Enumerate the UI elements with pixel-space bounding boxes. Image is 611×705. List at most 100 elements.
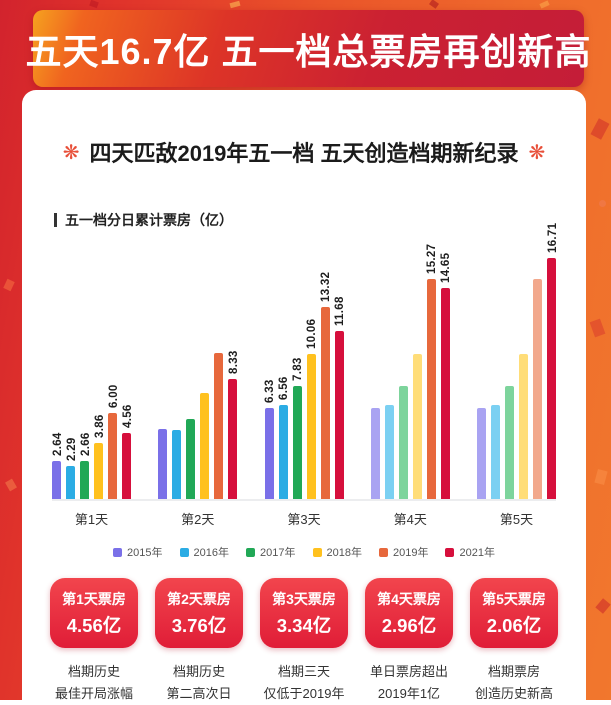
badge-description: 档期票房 创造历史新高 [475,661,553,705]
bar-2018年-day1: 3.86 [94,415,106,499]
badge-value: 3.34亿 [276,614,332,636]
bar-2017年-day3: 7.83 [292,358,304,499]
confetti-decoration [590,118,610,140]
badge-description-line: 最佳开局涨幅 [54,686,133,702]
stat-badge-day2: 第2天票房 3.76亿 [155,578,243,648]
confetti-decoration [5,478,17,492]
bar-value-label: 4.56 [121,404,134,429]
badge-description: 档期三天 仅低于2019年 [264,661,345,705]
stat-badge-day3: 第3天票房 3.34亿 [260,578,348,648]
category-label-day5: 第5天 [499,512,534,527]
bar-2018年-day2 [200,393,210,499]
legend-item-2019年: 2019年 [378,544,429,560]
bar-value-label: 6.33 [264,379,276,403]
legend-swatch-icon [312,547,322,557]
stat-column-day4: 第4天票房 2.96亿单日票房超出 2019年1亿 [359,578,459,705]
legend-swatch-icon [246,547,256,557]
bar-group-day2: 8.33 [158,350,240,499]
confetti-decoration [589,318,606,338]
bar-value-label: 13.32 [320,271,332,303]
bar-2017年-day1: 2.66 [80,432,92,499]
confetti-decoration [429,0,439,9]
badge-title: 第3天票房 [272,590,336,607]
bar-2015年-day1: 2.64 [52,432,64,499]
bar-value-label: 3.86 [93,414,106,439]
bar-value-label: 2.66 [79,432,92,456]
bar-2017年-day4 [398,386,408,499]
badge-description: 单日票房超出 2019年1亿 [370,661,448,705]
bar-2019年-day3: 13.32 [320,272,332,499]
stat-badge-day1: 第1天票房 4.56亿 [50,578,138,648]
bar-value-label: 14.65 [440,252,453,283]
badge-title: 第2天票房 [167,590,231,607]
bar-2019年-day2 [214,352,224,499]
bar-2018年-day5 [519,354,528,499]
stat-column-day1: 第1天票房 4.56亿档期历史最佳开局涨幅 [44,578,144,705]
bar-2017年-day2 [186,419,196,499]
chart-title-bar [54,213,57,227]
bar-value-label: 8.33 [227,350,240,374]
bar-2016年-day3: 6.56 [278,376,290,499]
content-card: ❋ 四天匹敌2019年五一档 五天创造档期新纪录 ❋ 五一档分日累计票房（亿） … [22,90,586,701]
badge-description: 档期历史最佳开局涨幅 [55,661,133,705]
badge-description-line: 仅低于2019年 [263,686,345,702]
headline-text: 五天16.7亿 五一档总票房再创新高 [25,30,592,72]
bar-value-label: 2.64 [51,432,64,456]
bar-2015年-day4 [370,407,380,499]
badge-description-line: 2019年1亿 [377,686,441,702]
legend-label: 2015年 [127,547,163,559]
headline-banner: 五天16.7亿 五一档总票房再创新高 [25,10,591,87]
bar-2021年-day5: 16.71 [547,223,559,499]
stat-column-day5: 第5天票房 2.06亿 档期票房 创造历史新高 [464,578,564,705]
bar-value-label: 6.56 [278,375,290,400]
bar-2018年-day4 [412,354,422,499]
bar-2019年-day5 [533,279,542,499]
bar-2019年-day1: 6.00 [108,384,120,499]
bar-2016年-day2 [172,429,182,499]
bar-value-label: 15.27 [426,243,439,275]
confetti-decoration [3,278,15,292]
legend-item-2017年: 2017年 [246,544,296,560]
bar-2016年-day5 [491,404,500,499]
badge-description-line: 单日票房超出 [369,664,448,679]
chart-title: 五一档分日累计票房（亿） [54,210,586,230]
bar-2021年-day1: 4.56 [122,405,134,499]
category-label-day2: 第2天 [181,512,215,527]
badge-value: 2.96亿 [381,614,437,636]
flower-asterisk-icon: ❋ [62,141,80,164]
confetti-decoration [89,0,99,9]
bar-group-day1: 2.64 2.29 2.66 3.86 6.00 4.56 [52,384,134,499]
chart-title-text: 五一档分日累计票房（亿） [65,212,233,228]
bar-2015年-day5 [477,407,486,499]
confetti-decoration [599,200,606,207]
bar-2017年-day5 [505,386,514,499]
bar-2021年-day2: 8.33 [228,350,240,499]
legend-label: 2021年 [459,547,495,559]
card-title: ❋ 四天匹敌2019年五一档 五天创造档期新纪录 ❋ [22,136,586,168]
badge-title: 第4天票房 [377,590,441,607]
legend-label: 2019年 [392,547,429,559]
category-label-day4: 第4天 [393,512,427,527]
category-label-day1: 第1天 [74,512,109,527]
badge-title: 第1天票房 [62,590,126,607]
legend-item-2016年: 2016年 [179,544,229,560]
bar-group-day4: 15.27 14.65 [370,244,452,499]
bar-2015年-day2 [158,428,168,499]
badge-description-line: 档期历史 [172,664,225,679]
legend-swatch-icon [179,547,189,557]
legend-label: 2018年 [326,547,362,559]
bar-2016年-day4 [384,404,394,499]
badge-description-line: 档期票房 [487,664,540,679]
bar-value-label: 16.71 [546,223,559,254]
chart-legend: 2015年 2016年 2017年 2018年 2019年 2021年 [22,544,586,560]
legend-item-2018年: 2018年 [312,544,362,560]
badge-description-line: 第二高次日 [166,686,232,702]
badge-description-line: 档期历史 [67,664,120,679]
legend-swatch-icon [113,547,123,557]
bar-2018年-day3: 10.06 [306,319,318,499]
badge-value: 2.06亿 [486,614,542,636]
stat-column-day2: 第2天票房 3.76亿档期历史第二高次日 [149,578,249,705]
chart-plot-area: 2.64 2.29 2.66 3.86 6.00 4.56 8.33 6.33 6.56 7.83… [52,223,559,501]
bar-chart: 2.64 2.29 2.66 3.86 6.00 4.56 8.33 6.33 6.56 7.83… [22,223,586,560]
